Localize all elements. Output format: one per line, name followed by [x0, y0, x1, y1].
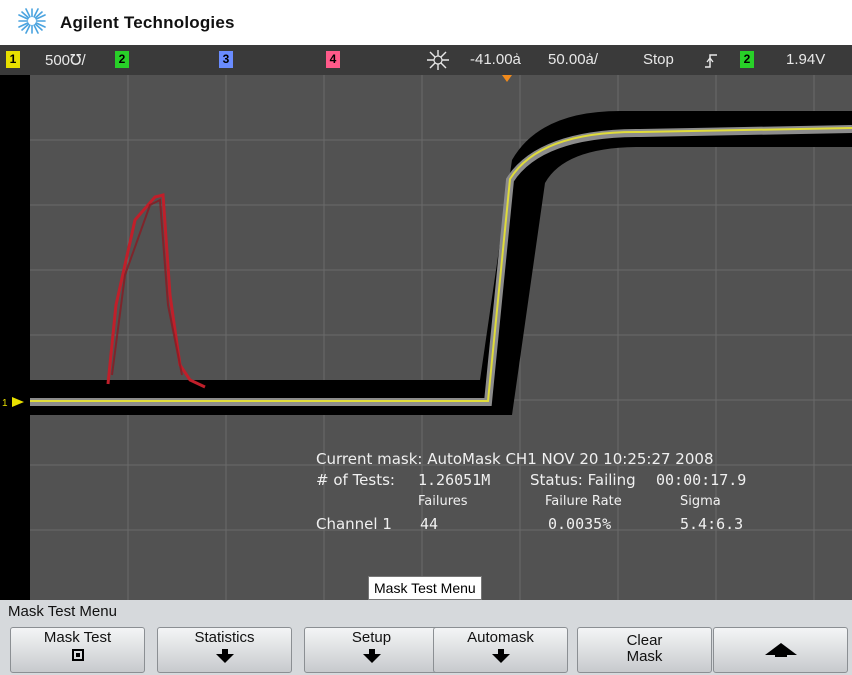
- brand-name: Agilent Technologies: [60, 13, 235, 32]
- status-bar: 1 500℧/ 2 3 4 -41.00ẚ 50.00ẚ/ Stop 2 1.9…: [0, 45, 852, 75]
- mask-test-softkey[interactable]: Mask Test: [10, 627, 145, 673]
- setup-softkey[interactable]: Setup: [304, 627, 439, 673]
- arrow-down-icon: [215, 649, 234, 663]
- sigma-value: 5.4:6.3: [680, 515, 744, 533]
- arrow-down-icon: [362, 649, 381, 663]
- failures-value: 44: [420, 515, 439, 533]
- scope-display: 1 Current mask: AutoMask CH1 NOV 20 10:2…: [0, 75, 852, 600]
- sigma-header: Sigma: [680, 494, 721, 509]
- automask-softkey[interactable]: Automask: [433, 627, 568, 673]
- channel-2-badge[interactable]: 2: [115, 51, 129, 68]
- waveform-plot: 1: [0, 75, 852, 600]
- run-state: Stop: [643, 51, 674, 68]
- timebase[interactable]: 50.00ẚ/: [548, 51, 599, 68]
- tests-label: # of Tests:: [316, 471, 395, 489]
- sun-icon: [427, 50, 449, 70]
- menu-tag: Mask Test Menu: [368, 576, 482, 600]
- time-offset[interactable]: -41.00ẚ: [470, 51, 521, 68]
- left-border: [0, 75, 30, 600]
- return-softkey[interactable]: [713, 627, 848, 673]
- softkey-label: Mask Test: [43, 629, 112, 646]
- mask-status: Status: Failing: [530, 471, 636, 489]
- softkey-label: Automask: [467, 629, 534, 646]
- tests-value: 1.26051M: [418, 471, 491, 489]
- channel-3-badge[interactable]: 3: [219, 51, 233, 68]
- failure-trace: [106, 193, 206, 389]
- failure-rate-value: 0.0035%: [548, 515, 612, 533]
- menu-title: Mask Test Menu: [8, 603, 117, 620]
- softkey-label-line1: Clear: [626, 632, 663, 649]
- checkbox-icon: [71, 649, 84, 661]
- softkey-label-line2: Mask: [626, 648, 663, 665]
- failures-header: Failures: [418, 494, 468, 509]
- graticule-area: [30, 75, 852, 600]
- ground-marker-arrow: [12, 397, 24, 407]
- softkey-label: Statistics: [194, 629, 255, 646]
- channel-1-waveform: [30, 127, 852, 402]
- current-mask-line: Current mask: AutoMask CH1 NOV 20 10:25:…: [316, 450, 714, 468]
- trigger-source-badge[interactable]: 2: [740, 51, 754, 68]
- clear-mask-softkey[interactable]: Clear Mask: [577, 627, 712, 673]
- trigger-level[interactable]: 1.94V: [786, 51, 826, 68]
- channel-label: Channel 1: [316, 515, 392, 533]
- channel-1-badge[interactable]: 1: [6, 51, 20, 68]
- brand-header: Agilent Technologies: [0, 0, 852, 40]
- rising-edge-icon: [705, 54, 717, 68]
- channel-4-badge[interactable]: 4: [326, 51, 340, 68]
- trigger-position-marker: [502, 75, 512, 82]
- statistics-softkey[interactable]: Statistics: [157, 627, 292, 673]
- mask-region: [30, 111, 852, 415]
- softkey-bar: Mask Test Menu Mask Test Statistics Setu…: [0, 600, 852, 675]
- ground-marker-label: 1: [2, 398, 8, 409]
- arrow-up-icon: [764, 643, 797, 657]
- elapsed-time: 00:00:17.9: [656, 471, 747, 489]
- channel-1-scale[interactable]: 500℧/: [45, 52, 86, 69]
- arrow-down-icon: [491, 649, 510, 663]
- softkey-label: Setup: [351, 629, 392, 646]
- agilent-spark-icon: [18, 8, 46, 34]
- failure-rate-header: Failure Rate: [545, 494, 622, 509]
